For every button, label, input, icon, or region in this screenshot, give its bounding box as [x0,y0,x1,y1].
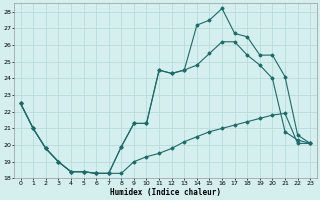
X-axis label: Humidex (Indice chaleur): Humidex (Indice chaleur) [110,188,221,197]
